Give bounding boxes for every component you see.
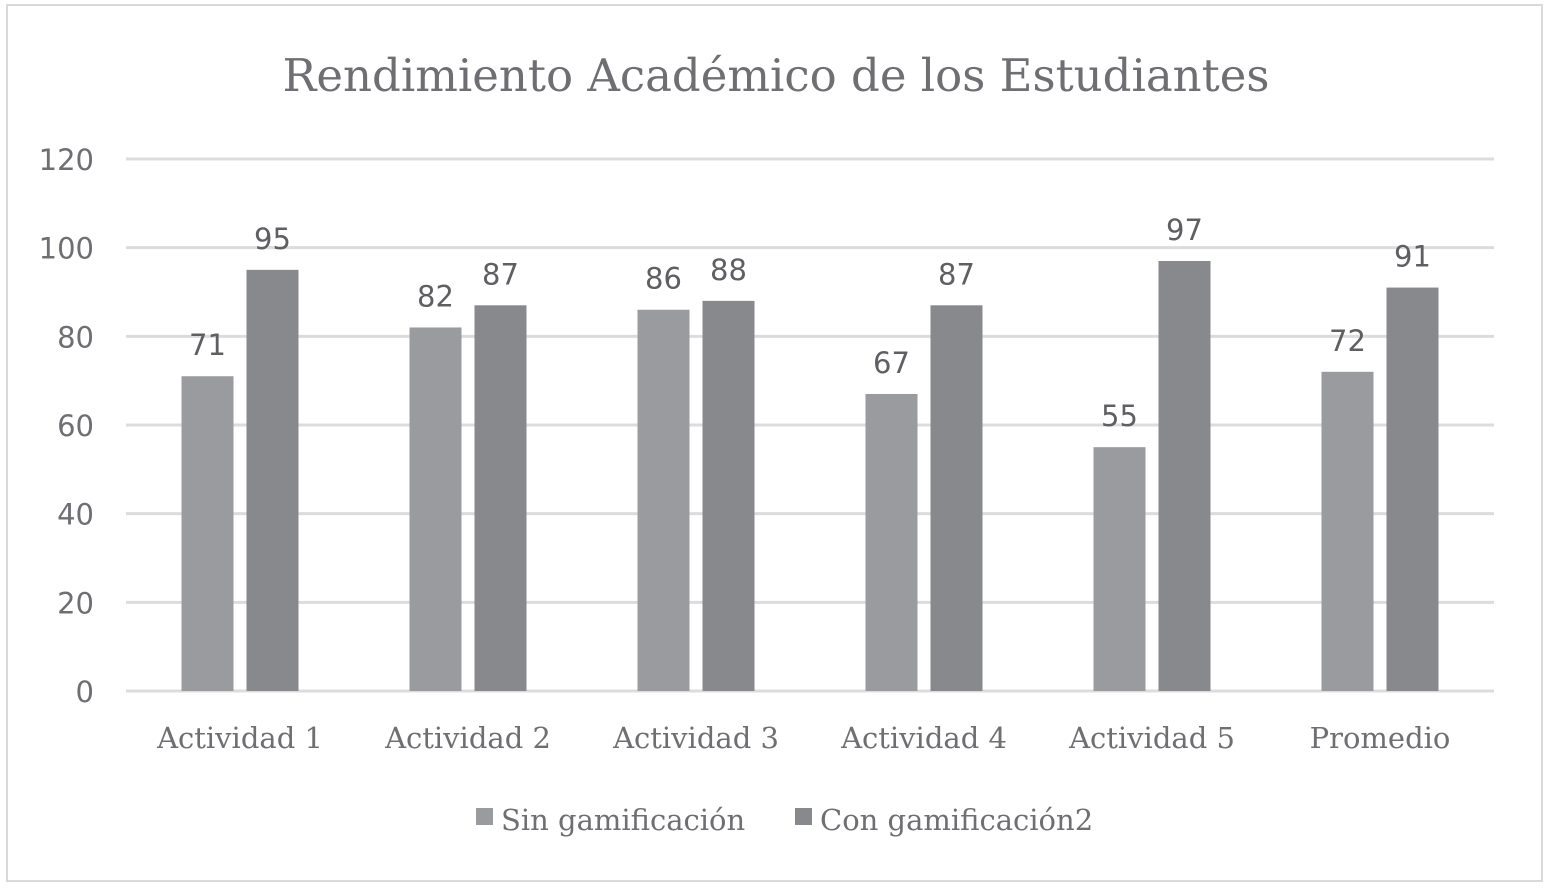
data-label: 97 [1166,213,1203,247]
bar [409,327,462,691]
bar [930,305,983,691]
y-tick-label: 100 [39,232,94,266]
data-label: 71 [189,328,226,362]
x-tick-label: Actividad 5 [1068,721,1235,755]
data-label: 86 [645,262,682,296]
data-label: 67 [873,346,910,380]
bar [865,393,918,691]
data-labels: 71 95 82 87 86 88 67 87 55 97 72 91 [189,213,1431,433]
data-label: 72 [1329,324,1366,358]
data-label: 87 [938,257,975,291]
data-label: 87 [482,257,519,291]
legend: Sin gamificación Con gamificación2 [476,803,1093,837]
chart-title: Rendimiento Académico de los Estudiantes [283,49,1270,102]
bar [246,269,299,691]
x-tick-label: Actividad 1 [156,721,323,755]
x-tick-label: Promedio [1310,721,1451,755]
data-label: 91 [1394,240,1431,274]
bar [474,305,527,691]
y-tick-label: 120 [39,143,94,177]
bar [702,300,755,691]
y-axis-ticks: 0 20 40 60 80 100 120 [39,143,94,709]
bar [637,309,690,691]
bar [1321,371,1374,691]
legend-label: Con gamificación2 [820,803,1093,837]
x-axis-categories: Actividad 1 Actividad 2 Actividad 3 Activid… [156,721,1450,755]
gridlines [126,157,1494,693]
y-tick-label: 0 [76,675,94,709]
y-tick-label: 80 [57,320,94,354]
data-label: 82 [417,279,454,313]
bar [1158,260,1211,691]
data-label: 55 [1101,399,1138,433]
legend-label: Sin gamificación [501,803,745,837]
bar [1386,287,1439,691]
bar [1093,447,1146,691]
data-label: 88 [710,253,747,287]
x-tick-label: Actividad 3 [612,721,779,755]
legend-swatch [795,808,812,825]
legend-swatch [476,808,493,825]
bars [181,260,1439,691]
y-tick-label: 20 [57,586,94,620]
bar [181,376,234,691]
y-tick-label: 40 [57,498,94,532]
y-tick-label: 60 [57,409,94,443]
x-tick-label: Actividad 2 [384,721,551,755]
x-tick-label: Actividad 4 [840,721,1007,755]
data-label: 95 [254,222,291,256]
